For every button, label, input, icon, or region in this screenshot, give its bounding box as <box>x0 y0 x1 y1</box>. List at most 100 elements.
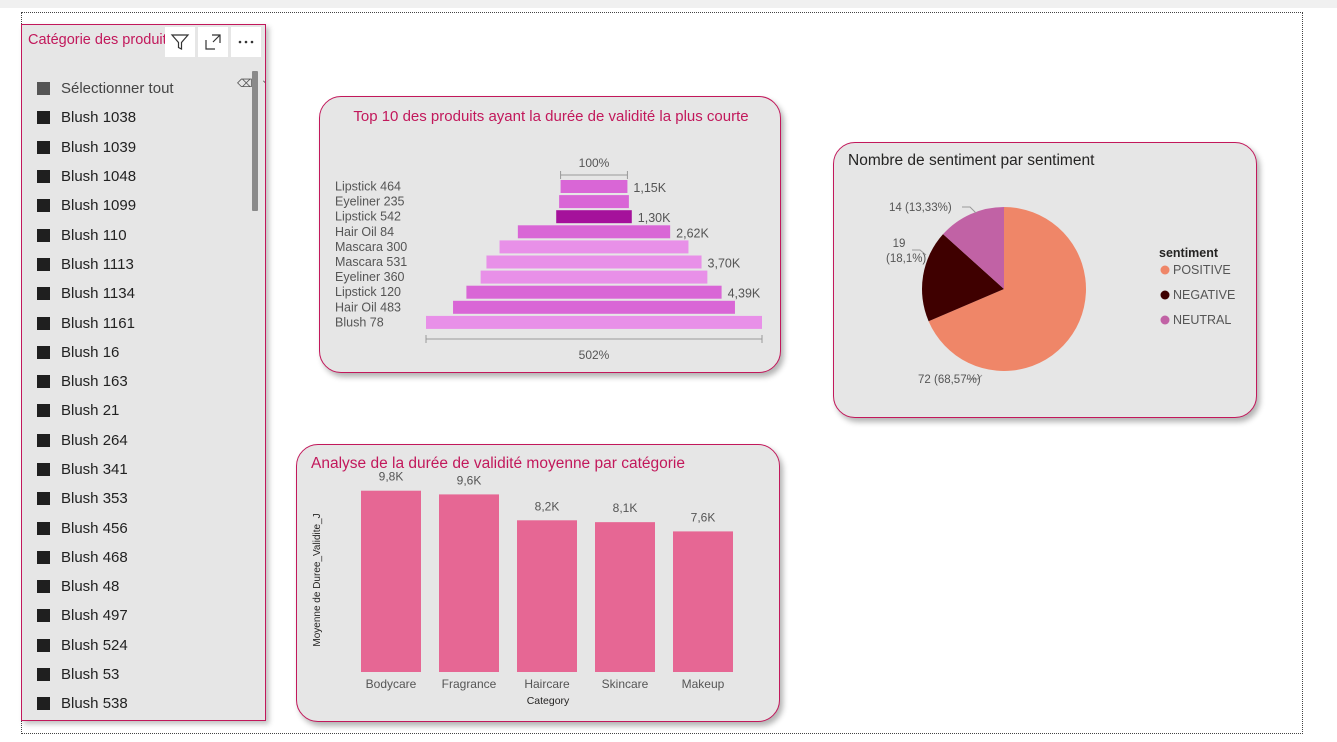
bar-chart-card[interactable]: Analyse de la durée de validité moyenne … <box>296 444 780 722</box>
pie-legend-title: sentiment <box>1159 246 1219 260</box>
slicer-item-checkbox[interactable] <box>37 433 50 447</box>
pie-slice <box>928 207 1086 371</box>
bar-chart: 9,8K Bodycare 9,6K Fragrance 8,2K Haircare 8,1… <box>312 470 733 707</box>
slicer-item[interactable]: Blush 48 <box>22 572 252 601</box>
bar <box>361 490 421 672</box>
slicer-item-checkbox[interactable] <box>37 404 50 418</box>
bar-data-label: 7,6K <box>691 510 716 524</box>
slicer-item-checkbox[interactable] <box>37 375 50 389</box>
funnel-data-label: 4,39K <box>728 287 761 301</box>
slicer-item-checkbox[interactable] <box>37 668 50 682</box>
slicer-item-checkbox[interactable] <box>37 580 50 594</box>
funnel-category-label: Lipstick 120 <box>335 285 401 299</box>
select-all-label: Sélectionner tout <box>61 80 174 98</box>
slicer-item[interactable]: Blush 110 <box>22 220 252 249</box>
funnel-category-label: Mascara 531 <box>335 255 407 269</box>
slicer-item-checkbox[interactable] <box>37 228 50 242</box>
filter-icon[interactable] <box>165 27 195 57</box>
slicer-scrollbar[interactable] <box>252 71 258 211</box>
bar-data-label: 9,6K <box>457 473 482 487</box>
slicer-item[interactable]: Blush 53 <box>22 660 252 689</box>
slicer-item[interactable]: Blush 1039 <box>22 133 252 162</box>
slicer-item-checkbox[interactable] <box>37 521 50 535</box>
funnel-bar <box>486 255 702 269</box>
slicer-item-checkbox[interactable] <box>37 316 50 330</box>
slicer-item-checkbox[interactable] <box>37 492 50 506</box>
slicer-item-checkbox[interactable] <box>37 287 50 301</box>
slicer-item[interactable]: Blush 497 <box>22 601 252 630</box>
clear-selections-icon[interactable]: ⌫ <box>237 77 253 90</box>
slicer-item-label: Blush 16 <box>61 343 120 361</box>
slicer-item[interactable]: Blush 1134 <box>22 279 252 308</box>
slicer-item-checkbox[interactable] <box>37 199 50 213</box>
slicer-item[interactable]: Blush 538 <box>22 689 252 718</box>
pie-leader-line <box>966 374 983 380</box>
y-axis-title: Moyenne de Duree_Validite_J <box>312 513 323 646</box>
slicer-item-label: Blush 48 <box>61 578 120 596</box>
slicer-item-checkbox[interactable] <box>37 170 50 184</box>
slicer-item-checkbox[interactable] <box>37 111 50 125</box>
slicer-item-label: Blush 538 <box>61 695 128 713</box>
pie-slice <box>922 234 1004 322</box>
funnel-category-label: Hair Oil 483 <box>335 300 401 314</box>
slicer-item[interactable]: Blush 1038 <box>22 103 252 132</box>
funnel-bar <box>499 240 689 254</box>
slicer-item[interactable]: Blush 1099 <box>22 191 252 220</box>
slicer-item-label: Blush 1113 <box>61 255 134 273</box>
bar-category-label: Haircare <box>524 677 570 691</box>
slicer-item[interactable]: Blush 1048 <box>22 162 252 191</box>
slicer-item-checkbox[interactable] <box>37 140 50 154</box>
slicer-item-checkbox[interactable] <box>37 609 50 623</box>
slicer-item-checkbox[interactable] <box>37 697 50 711</box>
slicer-item-checkbox[interactable] <box>37 257 50 271</box>
pie-legend-marker <box>1160 315 1170 325</box>
visual-header-icons <box>165 27 261 57</box>
slicer-item-checkbox[interactable] <box>37 463 50 476</box>
bar-data-label: 8,1K <box>613 501 638 515</box>
pie-legend-label: POSITIVE <box>1173 263 1231 277</box>
slicer-item-checkbox[interactable] <box>37 638 50 652</box>
slicer-item[interactable]: Blush 1161 <box>22 308 252 337</box>
bar-chart-title: Analyse de la durée de validité moyenne … <box>311 455 685 472</box>
more-options-icon[interactable] <box>231 27 261 57</box>
bar-data-label: 9,8K <box>379 470 404 484</box>
pie-data-label: 14 (13,33%) <box>889 202 952 214</box>
slicer-item-label: Blush 468 <box>61 548 128 566</box>
slicer-item[interactable]: Blush 468 <box>22 543 252 572</box>
slicer-item[interactable]: Blush 341 <box>22 455 252 484</box>
slicer-item-label: Blush 1048 <box>61 168 137 186</box>
category-slicer[interactable]: Catégorie des produits Sélectionner tout… <box>21 24 266 721</box>
pie-chart-card[interactable]: Nombre de sentiment par sentiment 72 (68… <box>833 142 1257 418</box>
slicer-item[interactable]: Blush 456 <box>22 513 252 542</box>
select-all-item[interactable]: Sélectionner tout <box>22 74 252 103</box>
funnel-bar <box>480 270 708 284</box>
slicer-item[interactable]: Blush 16 <box>22 338 252 367</box>
slicer-item-label: Blush 341 <box>61 461 128 478</box>
funnel-category-label: Lipstick 464 <box>335 180 401 194</box>
slicer-item[interactable]: Blush 353 <box>22 484 252 513</box>
slicer-item-checkbox[interactable] <box>37 550 50 564</box>
slicer-item[interactable]: Blush 21 <box>22 396 252 425</box>
pie-legend-label: NEUTRAL <box>1173 313 1231 327</box>
select-all-checkbox[interactable] <box>37 82 50 96</box>
funnel-category-label: Eyeliner 360 <box>335 270 405 284</box>
slicer-item[interactable]: Blush 264 <box>22 426 252 455</box>
bar-category-label: Makeup <box>682 677 725 691</box>
chevron-down-icon[interactable]: ⌄ <box>261 75 265 86</box>
slicer-item[interactable]: Blush 524 <box>22 631 252 660</box>
focus-mode-icon[interactable] <box>198 27 228 57</box>
bar <box>439 494 499 672</box>
slicer-item-label: Blush 53 <box>61 666 120 684</box>
pie-legend-label: NEGATIVE <box>1173 288 1235 302</box>
slicer-item[interactable]: Blush 163 <box>22 367 252 396</box>
slicer-item-label: Blush 110 <box>61 226 127 244</box>
slicer-item-label: Blush 497 <box>61 607 128 625</box>
bar <box>517 520 577 672</box>
pie-leader-line <box>912 249 927 256</box>
x-axis-title: Category <box>527 695 570 707</box>
slicer-item[interactable]: Blush 1113 <box>22 250 252 279</box>
funnel-chart-card[interactable]: Top 10 des produits ayant la durée de va… <box>319 96 781 373</box>
slicer-item-checkbox[interactable] <box>37 345 50 359</box>
bar <box>673 531 733 672</box>
pie-data-label: 19 <box>893 238 906 250</box>
